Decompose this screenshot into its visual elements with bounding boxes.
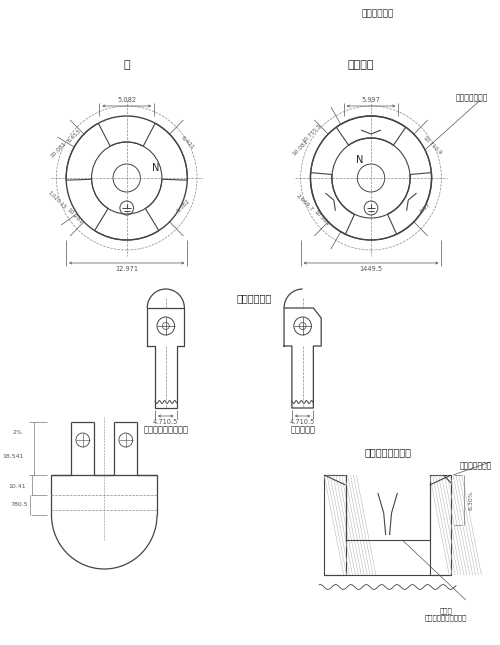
Text: （単位ｍｍ）: （単位ｍｍ）	[362, 10, 394, 19]
Text: 12.971: 12.971	[115, 266, 138, 272]
Text: 780.5: 780.5	[10, 502, 28, 508]
Text: 10.921: 10.921	[313, 209, 331, 227]
Text: 2.669.7: 2.669.7	[295, 194, 314, 213]
Text: .997: .997	[418, 202, 431, 214]
Text: 刃先の拡大図: 刃先の拡大図	[236, 293, 272, 303]
Text: 6.453: 6.453	[67, 128, 82, 144]
Text: 4.710.5: 4.710.5	[290, 419, 316, 425]
Text: 10.755.5: 10.755.5	[302, 123, 323, 143]
Text: 5.082: 5.082	[117, 97, 136, 103]
Bar	[324, 475, 345, 575]
Text: 10.710.9: 10.710.9	[421, 135, 442, 157]
Text: 6.421: 6.421	[180, 135, 195, 151]
Text: 10.081: 10.081	[50, 141, 68, 159]
Text: 6.30%: 6.30%	[468, 490, 473, 510]
Text: 18.541: 18.541	[2, 454, 24, 459]
Text: 4.710.5: 4.710.5	[153, 419, 178, 425]
Text: 1449.5: 1449.5	[360, 266, 382, 272]
Text: N: N	[356, 155, 363, 165]
Text: （接地極）: （接地極）	[290, 426, 315, 435]
Bar	[430, 475, 451, 575]
Text: 刃: 刃	[124, 60, 130, 70]
Text: 10.41: 10.41	[8, 484, 26, 490]
Text: 刃受け穴: 刃受け穴	[348, 60, 374, 70]
Text: 10.081: 10.081	[292, 139, 310, 157]
Text: 2%: 2%	[12, 430, 22, 435]
Text: N: N	[152, 163, 160, 173]
Text: 5.997: 5.997	[362, 97, 380, 103]
Text: （接地極以外の極）: （接地極以外の極）	[144, 426, 188, 435]
Text: 面取りすること: 面取りすること	[456, 94, 488, 103]
Text: 1.020.15: 1.020.15	[46, 190, 66, 210]
Text: 刃受け穴の断面図: 刃受け穴の断面図	[364, 447, 411, 457]
Text: 0.382: 0.382	[176, 198, 191, 213]
Text: 10.281: 10.281	[66, 207, 84, 225]
Text: 面取りすること: 面取りすること	[460, 462, 492, 470]
Text: 刃受け
（形状は一例を示す）: 刃受け （形状は一例を示す）	[425, 607, 468, 621]
